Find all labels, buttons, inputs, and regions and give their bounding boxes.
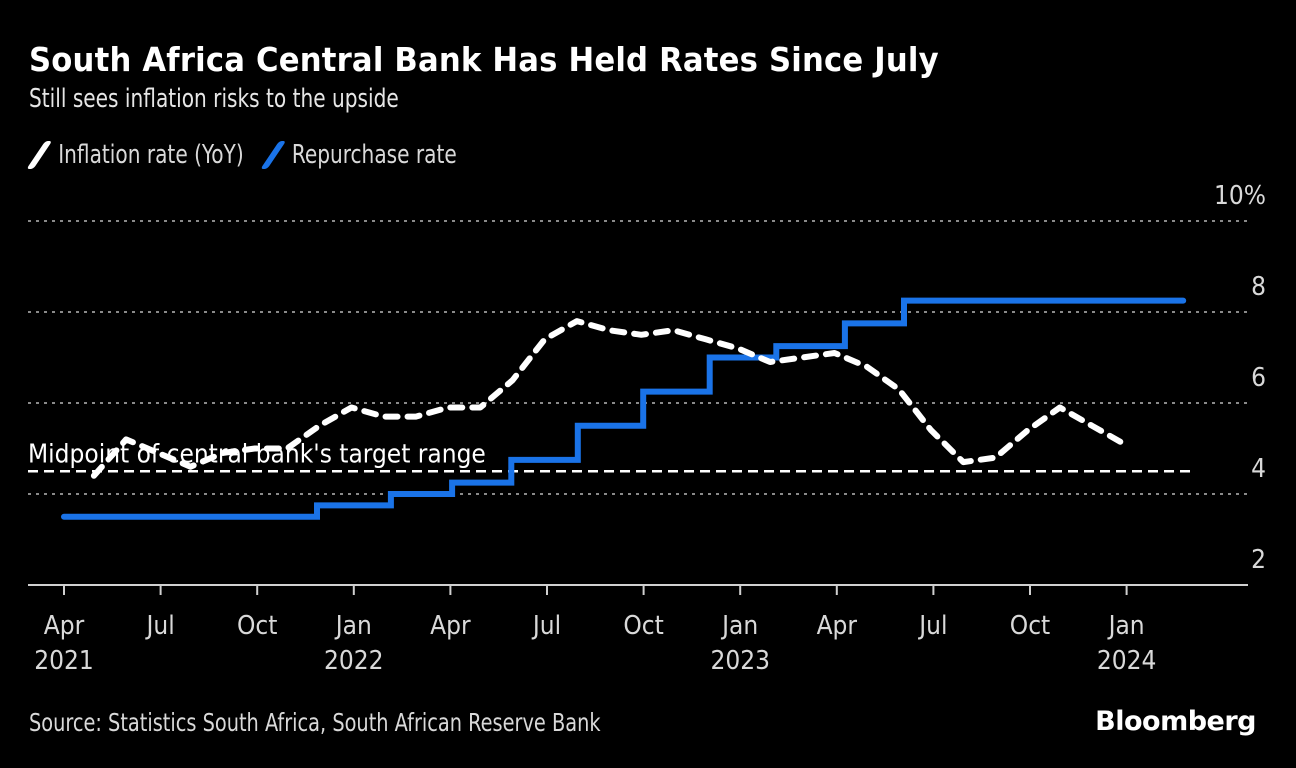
x-tick-label: Apr: [44, 611, 85, 641]
x-tick-label: Jan: [1107, 611, 1145, 641]
legend-item-repo: Repurchase rate: [260, 140, 457, 170]
y-tick-label: 2: [1251, 545, 1266, 575]
source-note: Source: Statistics South Africa, South A…: [29, 708, 601, 737]
y-tick-label: 6: [1251, 363, 1266, 393]
x-tick-label: Oct: [1010, 611, 1050, 641]
x-tick-label: Jan: [720, 611, 758, 641]
x-tick-label: Jan: [334, 611, 372, 641]
x-tick-label: Apr: [430, 611, 471, 641]
x-tick-year-label: 2024: [1097, 646, 1157, 676]
x-tick-label: Jul: [531, 611, 561, 641]
chart-subtitle: Still sees inflation risks to the upside: [29, 84, 399, 114]
legend-item-inflation: Inflation rate (YoY): [26, 140, 244, 170]
x-tick-label: Jul: [917, 611, 947, 641]
inflation-rate-line: [90, 318, 1128, 479]
chart-title: South Africa Central Bank Has Held Rates…: [29, 40, 939, 79]
repo-rate-line: [61, 297, 1187, 520]
legend-label: Inflation rate (YoY): [58, 140, 244, 170]
x-tick-label: Apr: [817, 611, 858, 641]
target-midpoint-label: Midpoint of central bank's target range: [28, 439, 486, 469]
y-tick-label: 4: [1251, 454, 1266, 484]
y-tick-label: 10%: [1214, 181, 1266, 211]
legend: Inflation rate (YoY) Repurchase rate: [26, 140, 476, 170]
x-tick-label: Oct: [237, 611, 277, 641]
bloomberg-logo: Bloomberg: [1095, 706, 1256, 737]
y-tick-label: 8: [1251, 272, 1266, 302]
x-tick-label: Oct: [623, 611, 663, 641]
x-tick-year-label: 2023: [710, 646, 770, 676]
x-tick-year-label: 2022: [324, 646, 384, 676]
x-tick-year-label: 2021: [34, 646, 94, 676]
x-tick-label: Jul: [144, 611, 174, 641]
legend-label: Repurchase rate: [291, 140, 457, 170]
